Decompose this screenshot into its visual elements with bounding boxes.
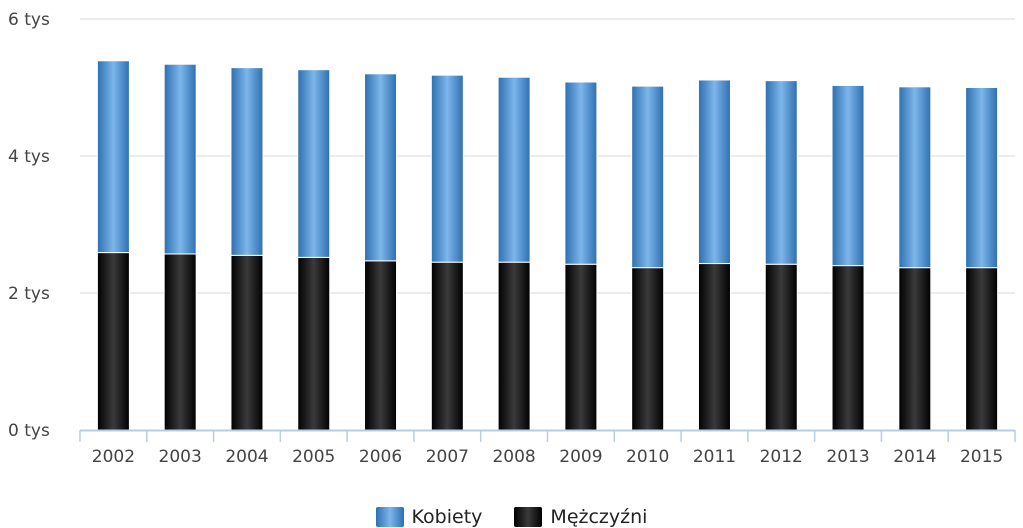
bar-kobiety-2004[interactable] (230, 67, 264, 256)
bar-kobiety-2008[interactable] (497, 76, 531, 263)
legend-item-kobiety[interactable]: Kobiety (375, 505, 483, 528)
x-tick-label: 2010 (626, 447, 669, 467)
x-tick-label: 2007 (426, 447, 469, 467)
bar-kobiety-2010[interactable] (631, 85, 665, 269)
x-tick-label: 2014 (893, 447, 936, 467)
bar-kobiety-2009[interactable] (564, 81, 598, 265)
bar-kobiety-2003[interactable] (163, 63, 197, 255)
bar-kobiety-2007[interactable] (430, 74, 464, 263)
x-axis: 2002 2003 2004 2005 2006 2007 2008 2009 2010 2011… (79, 429, 1016, 467)
bar-mezczyzni-2010[interactable] (631, 267, 665, 431)
legend-swatch-mezczyzni (514, 506, 543, 527)
x-tick-label: 2003 (159, 447, 202, 467)
x-tick-label: 2005 (292, 447, 335, 467)
x-tick-label: 2006 (359, 447, 402, 467)
bar-mezczyzni-2013[interactable] (831, 265, 865, 431)
x-tick-label: 2008 (492, 447, 535, 467)
y-tick-label: 6 tys (8, 10, 50, 30)
bar-mezczyzni-2007[interactable] (430, 261, 464, 431)
bar-mezczyzni-2008[interactable] (497, 261, 531, 431)
legend-item-mezczyzni[interactable]: Mężczyźni (514, 506, 647, 528)
x-tick-label: 2015 (960, 447, 1003, 467)
bar-mezczyzni-2003[interactable] (163, 253, 197, 431)
x-tick-label: 2013 (826, 447, 869, 467)
bars (96, 60, 999, 431)
legend-label-kobiety: Kobiety (411, 505, 483, 528)
bar-kobiety-2015[interactable] (965, 87, 999, 269)
legend-swatch-kobiety (375, 506, 404, 527)
bar-mezczyzni-2015[interactable] (965, 267, 999, 431)
bar-mezczyzni-2004[interactable] (230, 254, 264, 431)
bar-kobiety-2013[interactable] (831, 84, 865, 267)
bar-mezczyzni-2012[interactable] (764, 263, 798, 431)
legend: Kobiety Mężczyźni (0, 505, 1023, 528)
x-tick-label: 2004 (225, 447, 268, 467)
y-tick-label: 0 tys (8, 421, 50, 441)
x-tick-label: 2011 (693, 447, 736, 467)
bar-mezczyzni-2002[interactable] (96, 252, 130, 431)
y-tick-label: 2 tys (8, 284, 50, 304)
legend-label-mezczyzni: Mężczyźni (550, 505, 648, 528)
bar-kobiety-2011[interactable] (697, 79, 731, 265)
x-tick-label: 2002 (92, 447, 135, 467)
bar-kobiety-2006[interactable] (364, 73, 398, 262)
bar-kobiety-2012[interactable] (764, 80, 798, 265)
bar-kobiety-2002[interactable] (96, 60, 130, 254)
bar-kobiety-2014[interactable] (898, 86, 932, 269)
bar-mezczyzni-2005[interactable] (297, 256, 331, 431)
bar-mezczyzni-2009[interactable] (564, 263, 598, 431)
bar-mezczyzni-2006[interactable] (364, 260, 398, 431)
bar-mezczyzni-2011[interactable] (697, 263, 731, 431)
bar-mezczyzni-2014[interactable] (898, 267, 932, 431)
bar-kobiety-2005[interactable] (297, 69, 331, 258)
x-tick-label: 2012 (760, 447, 803, 467)
y-tick-label: 4 tys (8, 147, 50, 167)
x-tick-label: 2009 (559, 447, 602, 467)
